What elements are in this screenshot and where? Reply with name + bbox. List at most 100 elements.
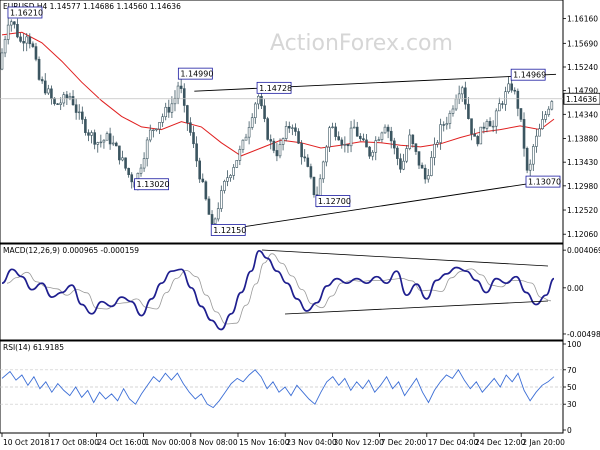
candle-body (186, 105, 189, 124)
candle-body (331, 126, 334, 129)
candle-body (266, 118, 269, 140)
price-tick-label: 1.13880 (567, 135, 598, 144)
candle-body (37, 58, 41, 80)
candle-body (473, 133, 476, 137)
candle-body (476, 136, 479, 145)
candle-body (417, 151, 421, 166)
candle-body (306, 157, 310, 167)
candle-body (226, 177, 229, 182)
candle-body (189, 122, 192, 133)
candle-body (6, 24, 10, 40)
candle-body (436, 142, 439, 145)
candle-body (145, 139, 149, 159)
trendline (215, 179, 557, 232)
candle-body (25, 36, 29, 44)
trendlines-layer (194, 73, 557, 232)
candle-body (374, 140, 378, 153)
candle-body (349, 127, 353, 147)
candle-body (392, 140, 396, 149)
macd-tick-label: 0.004069 (567, 246, 600, 255)
candle-body (294, 127, 297, 132)
candle-body (247, 127, 251, 138)
candle-body (544, 114, 547, 120)
candle-body (312, 176, 316, 195)
candle-body (272, 140, 276, 151)
time-tick-label: 24 Oct 16:00 (97, 438, 146, 447)
price-annotation-label: 1.14969 (513, 71, 546, 80)
rsi-header: RSI(14) 61.9185 (3, 343, 64, 352)
candle-body (340, 139, 344, 146)
rsi-tick-label: 100 (567, 340, 582, 349)
candle-body (337, 136, 340, 141)
candle-body (260, 95, 263, 107)
rsi-tick-label: 0 (567, 426, 572, 435)
candle-body (204, 181, 208, 200)
candle-body (460, 87, 464, 95)
price-annotation-label: 1.12700 (318, 197, 351, 206)
price-annotations: 1.16210 1.14990 1.14728 1.14969 1.13020 1.127… (7, 6, 561, 236)
candle-body (522, 119, 526, 149)
time-tick-label: 30 Nov 12:00 (333, 438, 384, 447)
rsi-tick-label: 50 (567, 383, 577, 392)
candle-body (13, 21, 16, 25)
rsi-tick-label: 70 (567, 366, 577, 375)
candle-body (139, 167, 143, 174)
candle-body (420, 164, 424, 169)
candle-body (297, 131, 300, 144)
candle-body (507, 83, 510, 93)
current-price-label: 1.14636 (566, 95, 597, 104)
candle-body (81, 111, 84, 120)
candle-body (71, 96, 75, 106)
candle-body (362, 138, 365, 141)
candle-body (179, 85, 183, 89)
candle-body (365, 139, 368, 148)
candle-body (238, 149, 242, 161)
candle-body (451, 108, 455, 114)
candle-body (423, 167, 427, 180)
candle-body (426, 175, 430, 180)
candle-body (383, 126, 387, 134)
candle-body (430, 157, 433, 176)
candle-body (263, 105, 266, 119)
candle-body (334, 126, 337, 137)
time-tick-label: 17 Dec 04:00 (428, 438, 479, 447)
candle-body (525, 148, 529, 171)
candle-body (108, 133, 112, 145)
candle-body (346, 144, 350, 147)
candle-body (9, 21, 13, 26)
candle-body (90, 132, 93, 136)
candle-body (464, 87, 467, 105)
candle-body (439, 124, 442, 143)
time-tick-label: 17 Oct 08:00 (50, 438, 99, 447)
candle-body (0, 52, 4, 70)
candle-body (34, 46, 38, 60)
price-tick-label: 1.15240 (567, 63, 598, 72)
candle-body (433, 143, 436, 158)
trendline (194, 73, 557, 92)
candle-body (275, 150, 279, 157)
time-tick-label: 7 Dec 20:00 (381, 438, 427, 447)
price-annotation-label: 1.16210 (10, 9, 43, 18)
candle-body (454, 98, 458, 110)
candle-body (223, 180, 226, 191)
candle-body (352, 126, 356, 129)
candle-body (328, 127, 331, 148)
candle-body (355, 126, 359, 137)
candle-body (28, 36, 32, 45)
price-tick-label: 1.13430 (567, 158, 598, 167)
candle-body (229, 175, 232, 179)
macd-tick-label: -0.004981 (567, 330, 600, 339)
macd-line-layer (1, 249, 555, 331)
price-tick-label: 1.12980 (567, 182, 598, 191)
candle-body (201, 178, 205, 183)
candle-body (158, 122, 161, 130)
candle-body (343, 144, 347, 146)
candle-body (535, 135, 538, 147)
price-annotation-box (525, 175, 561, 188)
price-header: EURUSD,H4 1.14577 1.14686 1.14560 1.1463… (3, 2, 181, 11)
price-tick-label: 1.14340 (567, 110, 598, 119)
macd-line (1, 249, 555, 331)
price-pane: ActionForex.com EURUSD,H4 1.14577 1.1468… (0, 0, 600, 244)
candle-body (491, 125, 495, 128)
